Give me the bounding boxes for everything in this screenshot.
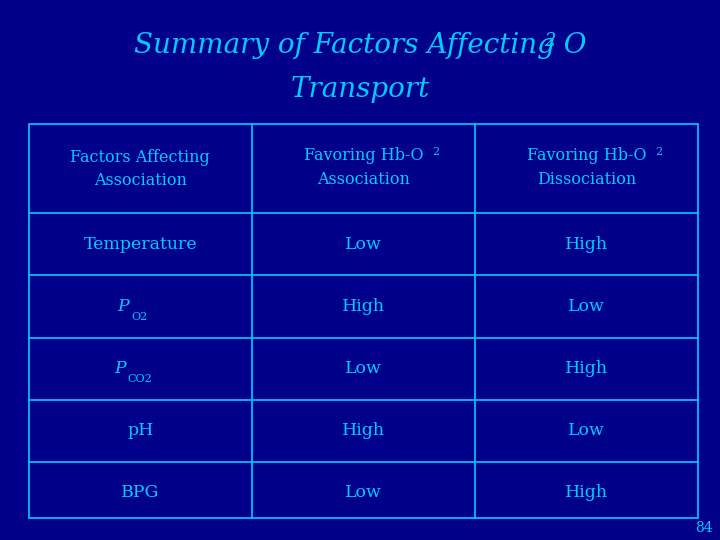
Text: Low: Low [568, 422, 605, 439]
Text: O2: O2 [131, 312, 147, 322]
Text: CO2: CO2 [127, 374, 152, 384]
Text: P: P [118, 298, 130, 315]
Text: Factors Affecting
Association: Factors Affecting Association [71, 148, 210, 189]
Text: pH: pH [127, 422, 153, 439]
Text: Association: Association [317, 171, 410, 188]
Text: BPG: BPG [121, 484, 159, 501]
Text: High: High [565, 484, 608, 501]
Text: 84: 84 [696, 521, 713, 535]
Text: Low: Low [345, 360, 382, 377]
Text: Dissociation: Dissociation [537, 171, 636, 188]
Text: High: High [565, 236, 608, 253]
Bar [29, 124, 698, 518]
Text: 2: 2 [433, 147, 439, 157]
Text: High: High [565, 360, 608, 377]
Text: High: High [342, 422, 384, 439]
Text: Transport: Transport [290, 76, 430, 103]
Text: Low: Low [345, 484, 382, 501]
Text: Temperature: Temperature [84, 236, 197, 253]
Text: 2: 2 [544, 32, 555, 50]
Text: High: High [342, 298, 384, 315]
Text: Low: Low [345, 236, 382, 253]
Text: Summary of Factors Affecting O: Summary of Factors Affecting O [134, 32, 586, 59]
Text: Favoring Hb-O: Favoring Hb-O [304, 147, 423, 164]
Text: P: P [114, 360, 126, 377]
Text: 2: 2 [656, 147, 663, 157]
Text: Favoring Hb-O: Favoring Hb-O [527, 147, 647, 164]
Text: Low: Low [568, 298, 605, 315]
